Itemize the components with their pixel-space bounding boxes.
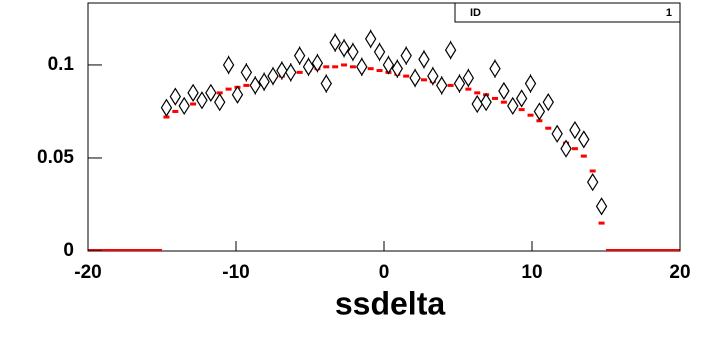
point [347,42,359,62]
point [580,154,587,158]
point [533,102,546,121]
x-tick-label: 10 [521,262,542,283]
point [551,124,563,143]
point [364,29,377,49]
point [367,67,374,71]
point [323,65,330,69]
point [569,120,581,140]
point [285,63,297,82]
point [465,87,472,91]
y-tick-label: 0.05 [37,147,74,168]
stats-box [454,2,681,23]
point [471,94,483,114]
point [524,74,537,93]
point [500,100,507,104]
point [231,85,244,104]
point [376,69,383,73]
point [586,173,599,192]
point [420,78,427,82]
point [169,87,182,106]
x-axis-label: ssdelta [335,285,445,321]
point [320,74,332,93]
point [258,72,270,91]
point [160,98,173,117]
point [243,83,250,87]
point [507,96,519,116]
point [518,108,525,112]
point [489,59,501,78]
point [240,63,253,82]
point [311,53,324,73]
y-tick-label: 0.1 [48,54,75,75]
point [492,96,498,100]
point [474,91,481,95]
point [536,119,543,123]
x-tick-label: 0 [379,262,390,283]
point [589,169,596,173]
point [222,55,235,75]
point [418,50,430,69]
y-tick-label: 0 [63,240,74,261]
point [216,91,223,95]
stats-value: 1 [666,7,672,19]
point [480,93,492,112]
point [498,81,510,101]
x-tick-label: 20 [669,262,690,283]
plot-frame [87,2,681,252]
point [598,221,605,225]
point [296,70,303,74]
point [545,126,552,130]
point [373,42,386,62]
point [178,96,190,116]
point [187,83,199,102]
point [332,65,339,69]
point [329,33,341,52]
point [409,68,421,88]
point [190,102,197,106]
point [453,74,466,93]
x-tick-label: -10 [222,262,249,283]
point [205,83,217,102]
point [578,130,590,149]
point [515,89,528,108]
point [349,65,356,69]
point [571,147,578,151]
stats-label: ID [470,7,481,19]
point [462,68,475,88]
point [338,39,350,58]
point [595,197,608,216]
x-tick-label: -20 [74,262,101,283]
point [163,115,170,119]
point [403,74,410,78]
point [444,40,457,60]
point [214,93,226,112]
point [267,66,279,86]
point [436,76,448,95]
point [527,113,534,117]
point [341,63,348,67]
point [249,76,261,95]
point [196,91,208,110]
point [225,87,232,91]
point [400,46,412,65]
point [356,57,368,76]
point [382,55,395,75]
point [172,109,179,113]
point [391,59,404,78]
point [447,83,454,87]
point [293,46,306,65]
point [542,93,554,112]
point [302,57,315,76]
point [560,139,572,158]
point [276,61,288,80]
point [427,66,439,86]
